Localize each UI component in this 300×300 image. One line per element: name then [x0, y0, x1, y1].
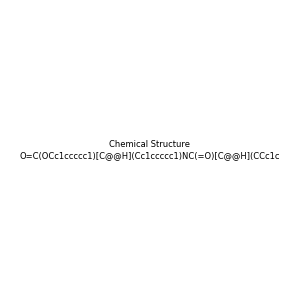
Text: Chemical Structure
O=C(OCc1ccccc1)[C@@H](Cc1ccccc1)NC(=O)[C@@H](CCc1c: Chemical Structure O=C(OCc1ccccc1)[C@@H]…: [20, 140, 280, 160]
